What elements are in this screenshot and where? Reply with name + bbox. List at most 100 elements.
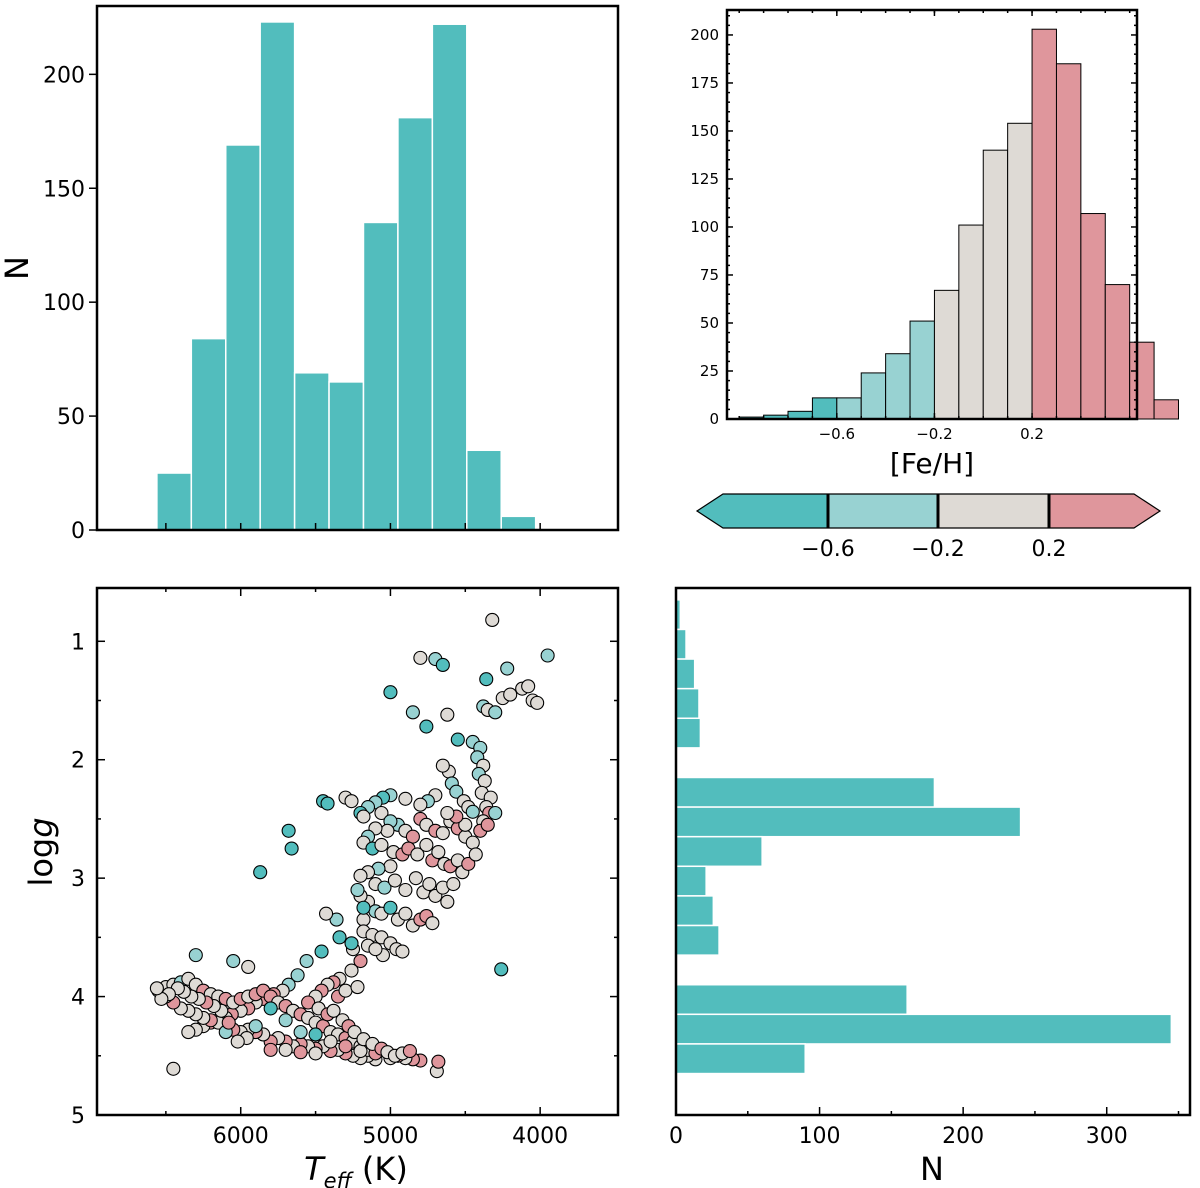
colorbar-segment: [828, 494, 938, 528]
y-tick-label: 150: [43, 177, 85, 202]
star-point: [188, 948, 203, 963]
x-tick-label: 6000: [213, 1124, 269, 1149]
teff-histogram-frame: [95, 4, 620, 532]
teff-hist-bar: [293, 372, 330, 531]
star-point: [278, 1013, 293, 1028]
y-tick-label: 25: [700, 362, 719, 380]
star-point: [344, 936, 359, 951]
logg-hist-bar: [675, 776, 936, 808]
star-point: [405, 829, 420, 844]
star-point: [398, 906, 413, 921]
star-point: [477, 773, 492, 789]
star-point: [278, 1042, 293, 1057]
star-point: [431, 1054, 446, 1069]
logg-variable: g: [22, 817, 60, 837]
teff-hist-bar: [225, 144, 261, 531]
star-point: [319, 906, 334, 921]
star-point: [440, 805, 455, 821]
y-tick-label: 200: [43, 63, 85, 88]
teff-hist-bar: [397, 116, 434, 531]
teff-hist-bar: [259, 21, 296, 531]
star-point: [308, 1046, 323, 1061]
logg-hist-bar: [675, 865, 707, 897]
feh-hist-bar: [909, 320, 935, 420]
logg-hist-bar: [675, 895, 715, 927]
y-tick-label: 1: [71, 630, 85, 655]
star-point: [221, 1015, 236, 1030]
star-point: [253, 865, 268, 880]
teff-hist-bar: [466, 449, 502, 531]
star-point: [435, 826, 450, 841]
star-point: [326, 1003, 341, 1018]
star-point: [350, 980, 365, 995]
colorbar-outline: [695, 493, 1162, 529]
x-tick-label: 5000: [362, 1124, 418, 1149]
colorbar-tick-label: −0.6: [801, 537, 854, 562]
star-point: [494, 962, 509, 977]
x-tick-label: −0.6: [819, 425, 855, 443]
star-point: [383, 859, 398, 874]
x-tick-label: 0: [669, 1124, 683, 1149]
star-point: [284, 841, 299, 856]
logg-hist-bar: [675, 717, 702, 749]
feh-hist-bar: [1129, 341, 1155, 420]
star-point: [293, 1025, 308, 1040]
star-point: [383, 900, 398, 915]
kiel-diagram-ylabel: logg: [22, 817, 60, 886]
star-point: [405, 705, 420, 720]
star-point: [241, 959, 256, 975]
star-point: [402, 1043, 417, 1059]
feh-hist-bar: [885, 353, 911, 420]
x-tick-label: 300: [1086, 1124, 1128, 1149]
star-point: [440, 894, 455, 909]
star-point: [353, 1043, 368, 1059]
y-tick-label: 2: [71, 749, 85, 774]
star-point: [465, 835, 480, 850]
star-point: [314, 944, 329, 959]
star-point: [301, 995, 316, 1010]
feh-hist-bar: [958, 224, 984, 420]
star-point: [281, 823, 296, 838]
star-point: [353, 868, 368, 883]
star-point: [413, 797, 428, 812]
logg-hist-bar: [675, 1013, 1173, 1045]
star-point: [299, 953, 314, 969]
teff-unit: (K): [352, 1150, 408, 1188]
y-tick-label: 200: [690, 26, 719, 44]
feh-histogram-xlabel: [Fe/H]: [890, 447, 974, 480]
x-tick-label: 4000: [512, 1124, 568, 1149]
star-point: [387, 873, 402, 888]
star-point: [431, 845, 446, 860]
feh-hist-bar: [982, 149, 1009, 420]
star-point: [440, 707, 455, 722]
star-point: [226, 953, 241, 969]
teff-hist-bar: [431, 23, 468, 531]
star-point: [458, 817, 473, 832]
kiel-diagram-frame: [95, 586, 620, 1117]
feh-hist-bar: [1104, 284, 1131, 420]
star-point: [263, 1042, 278, 1057]
star-point: [461, 856, 476, 871]
feh-colorbar: −0.6 −0.2 0.2: [695, 493, 1162, 562]
logg-prefix: log: [22, 838, 60, 887]
star-point: [149, 981, 164, 996]
x-tick-label: −0.2: [916, 425, 952, 443]
star-point: [377, 880, 392, 895]
star-point: [329, 912, 344, 927]
star-point: [419, 719, 434, 734]
x-tick-label: 200: [942, 1124, 984, 1149]
colorbar-extend-high: [1134, 494, 1160, 528]
kiel-diagram-panel: 6000 5000 4000 1 2 3 4 5 Teff (K) logg: [22, 586, 620, 1188]
colorbar-segment: [723, 494, 828, 528]
star-point: [332, 930, 347, 945]
logg-histogram-panel: 0 100 200 300 N: [669, 586, 1192, 1188]
star-point: [293, 1045, 308, 1060]
colorbar-segment: [1049, 494, 1134, 528]
star-point: [435, 657, 450, 673]
star-point: [353, 953, 368, 969]
teff-hist-bar: [156, 472, 193, 531]
star-point: [395, 944, 410, 959]
colorbar-segment: [938, 494, 1049, 528]
star-point: [480, 817, 495, 832]
